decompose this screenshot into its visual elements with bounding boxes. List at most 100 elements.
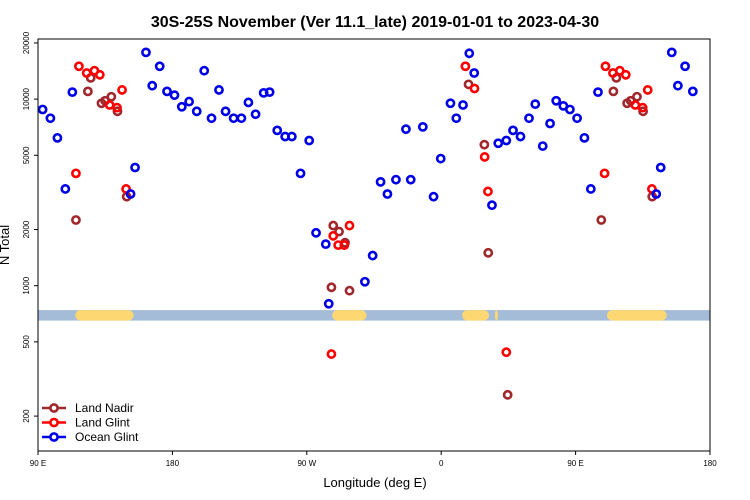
data-point	[220, 106, 231, 117]
x-tick-label: 90 E	[30, 459, 46, 468]
data-point	[537, 141, 548, 151]
y-tick-label: 5000	[22, 146, 31, 164]
data-point	[493, 138, 504, 149]
chart-title: 30S-25S November (Ver 11.1_late) 2019-01…	[151, 14, 599, 31]
data-point	[344, 285, 355, 296]
legend-label: Land Glint	[75, 416, 130, 430]
data-point	[469, 83, 480, 94]
data-point	[458, 100, 468, 110]
data-point	[460, 61, 471, 72]
land-segment	[606, 310, 667, 321]
x-tick-label: 90 W	[297, 459, 316, 468]
data-point	[502, 389, 513, 400]
legend-marker	[49, 432, 59, 442]
data-point	[672, 80, 683, 91]
y-axis-ticks: 200 500 1000 2000 5000 10000 20000	[22, 31, 38, 423]
legend-item: Ocean Glint	[42, 430, 139, 444]
land-segment	[332, 310, 367, 321]
data-point	[328, 230, 339, 241]
data-point	[401, 124, 411, 135]
data-point	[162, 86, 172, 97]
data-point	[323, 298, 334, 309]
data-point	[620, 69, 631, 80]
data-point	[382, 189, 393, 199]
data-point	[651, 189, 662, 199]
data-point	[112, 102, 122, 113]
x-axis-label: Longitude (deg E)	[323, 475, 426, 490]
data-point	[579, 132, 590, 143]
legend-label: Ocean Glint	[75, 430, 139, 444]
data-point	[608, 86, 619, 97]
data-point	[125, 189, 136, 199]
ocean-band	[38, 310, 710, 321]
data-point	[524, 113, 534, 124]
data-point	[687, 86, 698, 97]
x-tick-label: 90 E	[567, 459, 583, 468]
data-point	[593, 87, 603, 98]
data-point	[655, 162, 666, 173]
data-point	[405, 174, 416, 185]
data-point	[326, 282, 337, 293]
data-point	[551, 95, 562, 106]
data-point	[479, 139, 490, 150]
data-point	[572, 113, 582, 124]
y-tick-label: 2000	[22, 220, 31, 238]
legend-item: Land Glint	[42, 416, 130, 430]
y-tick-label: 1000	[22, 276, 31, 294]
series-ocean-glint	[37, 47, 698, 309]
data-point	[311, 227, 321, 238]
data-point	[199, 65, 210, 76]
y-tick-label: 200	[22, 409, 31, 423]
data-point	[359, 276, 370, 287]
data-point	[435, 153, 446, 164]
data-point	[71, 215, 81, 225]
data-point	[479, 152, 490, 162]
data-point	[445, 98, 456, 109]
data-point	[286, 131, 297, 142]
data-point	[37, 104, 48, 115]
x-axis-ticks: 90 E 180 90 W 0 90 E 180	[30, 451, 717, 468]
data-point	[328, 220, 339, 231]
land-segment	[494, 310, 498, 321]
data-point	[52, 132, 63, 143]
data-point	[45, 113, 56, 124]
data-point	[206, 113, 217, 124]
data-point	[184, 96, 195, 107]
data-point	[67, 87, 78, 98]
data-point	[250, 109, 261, 120]
data-point	[106, 91, 117, 102]
data-point	[585, 184, 596, 194]
data-point	[71, 168, 81, 179]
data-point	[545, 118, 555, 129]
y-tick-label: 10000	[22, 87, 31, 110]
data-point	[417, 121, 428, 132]
data-point	[428, 191, 439, 202]
data-point	[666, 47, 677, 58]
data-point	[304, 135, 315, 146]
legend-marker	[49, 417, 59, 428]
data-point	[236, 113, 247, 124]
data-points	[37, 47, 698, 400]
data-point	[508, 125, 518, 136]
data-point	[596, 215, 607, 225]
land-ocean-band	[38, 310, 710, 321]
data-point	[565, 104, 575, 115]
data-point	[147, 80, 158, 91]
data-point	[530, 99, 541, 110]
data-point	[176, 101, 187, 112]
data-point	[483, 186, 493, 197]
x-tick-label: 0	[439, 459, 444, 468]
data-point	[487, 200, 497, 211]
data-point	[74, 61, 84, 72]
data-point	[680, 61, 690, 72]
land-segment	[75, 310, 134, 321]
data-point	[130, 162, 140, 173]
legend-marker	[49, 403, 59, 413]
series-land-nadir	[71, 72, 658, 400]
x-tick-label: 180	[703, 459, 717, 468]
data-point	[141, 47, 151, 58]
data-point	[469, 68, 480, 78]
legend-item: Land Nadir	[42, 401, 134, 415]
data-point	[154, 61, 165, 72]
